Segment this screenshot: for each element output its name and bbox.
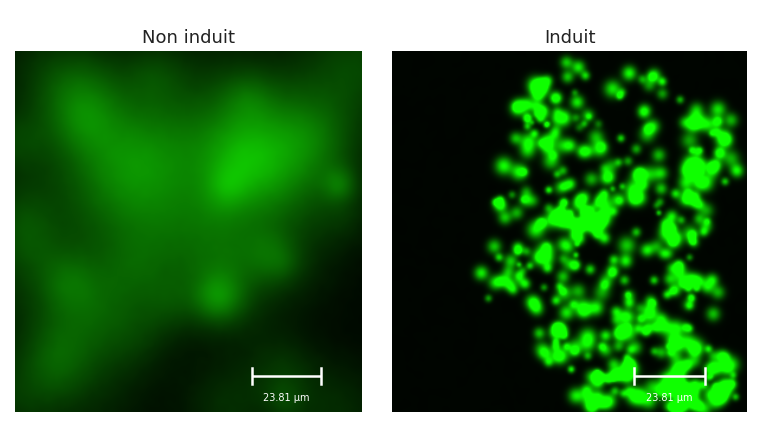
Text: 23.81 µm: 23.81 µm bbox=[646, 393, 693, 403]
Title: Induit: Induit bbox=[544, 29, 595, 47]
Title: Non induit: Non induit bbox=[142, 29, 235, 47]
Text: 23.81 µm: 23.81 µm bbox=[263, 393, 309, 403]
